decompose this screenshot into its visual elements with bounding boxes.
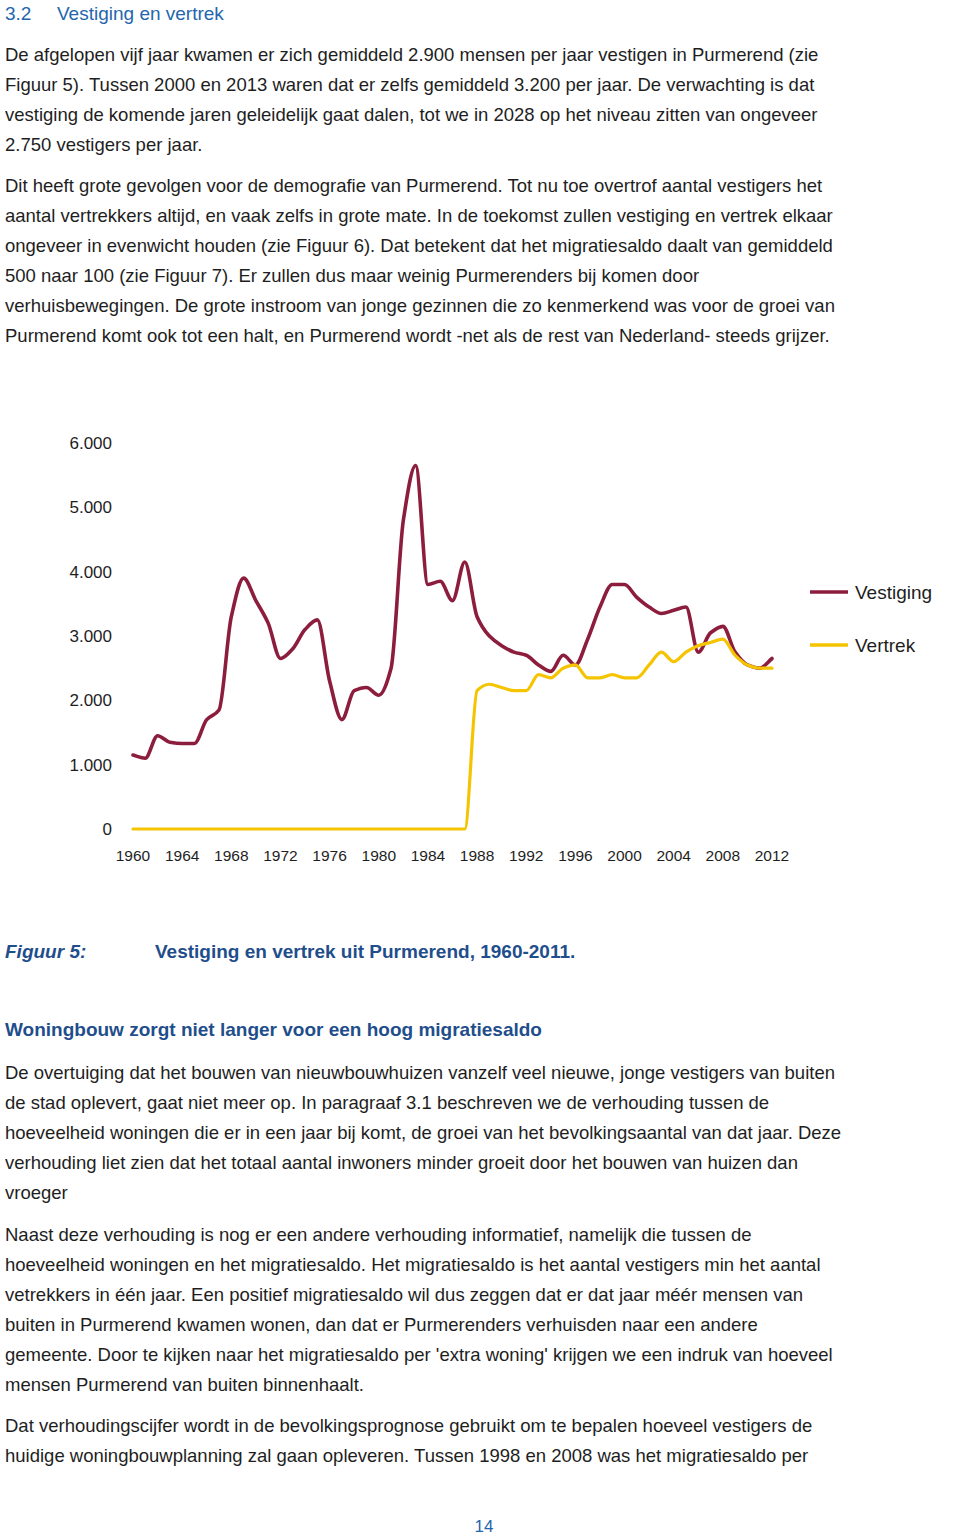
x-tick-label: 2004 — [656, 847, 691, 864]
paragraph-line: 500 naar 100 (zie Figuur 7). Er zullen d… — [5, 264, 699, 288]
paragraph-line: verhuisbewegingen. De grote instroom van… — [5, 294, 835, 318]
heading-title: Vestiging en vertrek — [57, 2, 224, 26]
x-tick-label: 2012 — [755, 847, 789, 864]
y-tick-label: 5.000 — [69, 498, 112, 517]
paragraph-line: vestiging de komende jaren geleidelijk g… — [5, 103, 818, 127]
subheading: Woningbouw zorgt niet langer voor een ho… — [5, 1018, 542, 1042]
plot-area — [133, 466, 772, 829]
x-tick-label: 1972 — [263, 847, 297, 864]
x-tick-label: 1980 — [362, 847, 397, 864]
paragraph-line: Dit heeft grote gevolgen voor de demogra… — [5, 174, 822, 198]
paragraph-line: Purmerend komt ook tot een halt, en Purm… — [5, 324, 830, 348]
paragraph-line: hoeveelheid woningen en het migratiesald… — [5, 1253, 821, 1277]
x-tick-label: 1984 — [411, 847, 446, 864]
y-tick-label: 6.000 — [69, 434, 112, 453]
paragraph-line: buiten in Purmerend kwamen wonen, dan da… — [5, 1313, 758, 1337]
y-tick-label: 2.000 — [69, 691, 112, 710]
paragraph-line: mensen Purmerend van buiten binnenhaalt. — [5, 1373, 364, 1397]
x-tick-label: 2008 — [706, 847, 740, 864]
x-tick-label: 1968 — [214, 847, 248, 864]
legend-swatch — [810, 590, 848, 594]
series-line — [133, 466, 772, 759]
paragraph-line: vetrekkers in één jaar. Een positief mig… — [5, 1283, 803, 1307]
paragraph-line: vroeger — [5, 1181, 68, 1205]
y-tick-label: 3.000 — [69, 627, 112, 646]
paragraph-line: gemeente. Door te kijken naar het migrat… — [5, 1343, 833, 1367]
x-tick-label: 1992 — [509, 847, 543, 864]
paragraph-line: Figuur 5). Tussen 2000 en 2013 waren dat… — [5, 73, 814, 97]
paragraph-line: huidige woningbouwplanning zal gaan ople… — [5, 1444, 808, 1468]
legend-swatch — [810, 643, 848, 647]
x-tick-label: 1960 — [116, 847, 151, 864]
paragraph-line: hoeveelheid woningen die er in een jaar … — [5, 1121, 841, 1145]
chart: 0 1.000 2.000 3.000 4.000 5.000 6.000 1960 1964 1… — [0, 0, 960, 1538]
paragraph-line: verhouding liet zien dat het totaal aant… — [5, 1151, 798, 1175]
paragraph-line: Naast deze verhouding is nog er een ande… — [5, 1223, 752, 1247]
y-tick-label: 0 — [103, 820, 112, 839]
paragraph-line: 2.750 vestigers per jaar. — [5, 133, 202, 157]
x-tick-label: 1996 — [558, 847, 592, 864]
heading-number: 3.2 — [5, 2, 31, 26]
paragraph-line: Dat verhoudingscijfer wordt in de bevolk… — [5, 1414, 812, 1438]
y-tick-label: 4.000 — [69, 563, 112, 582]
paragraph-line: aantal vertrekkers altijd, en vaak zelfs… — [5, 204, 833, 228]
caption-text: Vestiging en vertrek uit Purmerend, 1960… — [155, 940, 575, 964]
y-tick-label: 1.000 — [69, 756, 112, 775]
x-tick-label: 1964 — [165, 847, 200, 864]
paragraph-line: ongeveer in evenwicht houden (zie Figuur… — [5, 234, 833, 258]
legend-label: Vestiging — [855, 582, 932, 603]
x-tick-label: 2000 — [607, 847, 642, 864]
paragraph-line: de stad oplevert, gaat niet meer op. In … — [5, 1091, 769, 1115]
caption-label: Figuur 5: — [5, 940, 86, 964]
legend-label: Vertrek — [855, 635, 916, 656]
page-number: 14 — [475, 1515, 494, 1538]
series-line — [133, 639, 772, 829]
page: 3.2 Vestiging en vertrek De afgelopen vijf… — [0, 0, 960, 1538]
paragraph-line: De overtuiging dat het bouwen van nieuwb… — [5, 1061, 835, 1085]
x-tick-label: 1976 — [312, 847, 346, 864]
x-tick-label: 1988 — [460, 847, 494, 864]
paragraph-line: De afgelopen vijf jaar kwamen er zich ge… — [5, 43, 818, 67]
